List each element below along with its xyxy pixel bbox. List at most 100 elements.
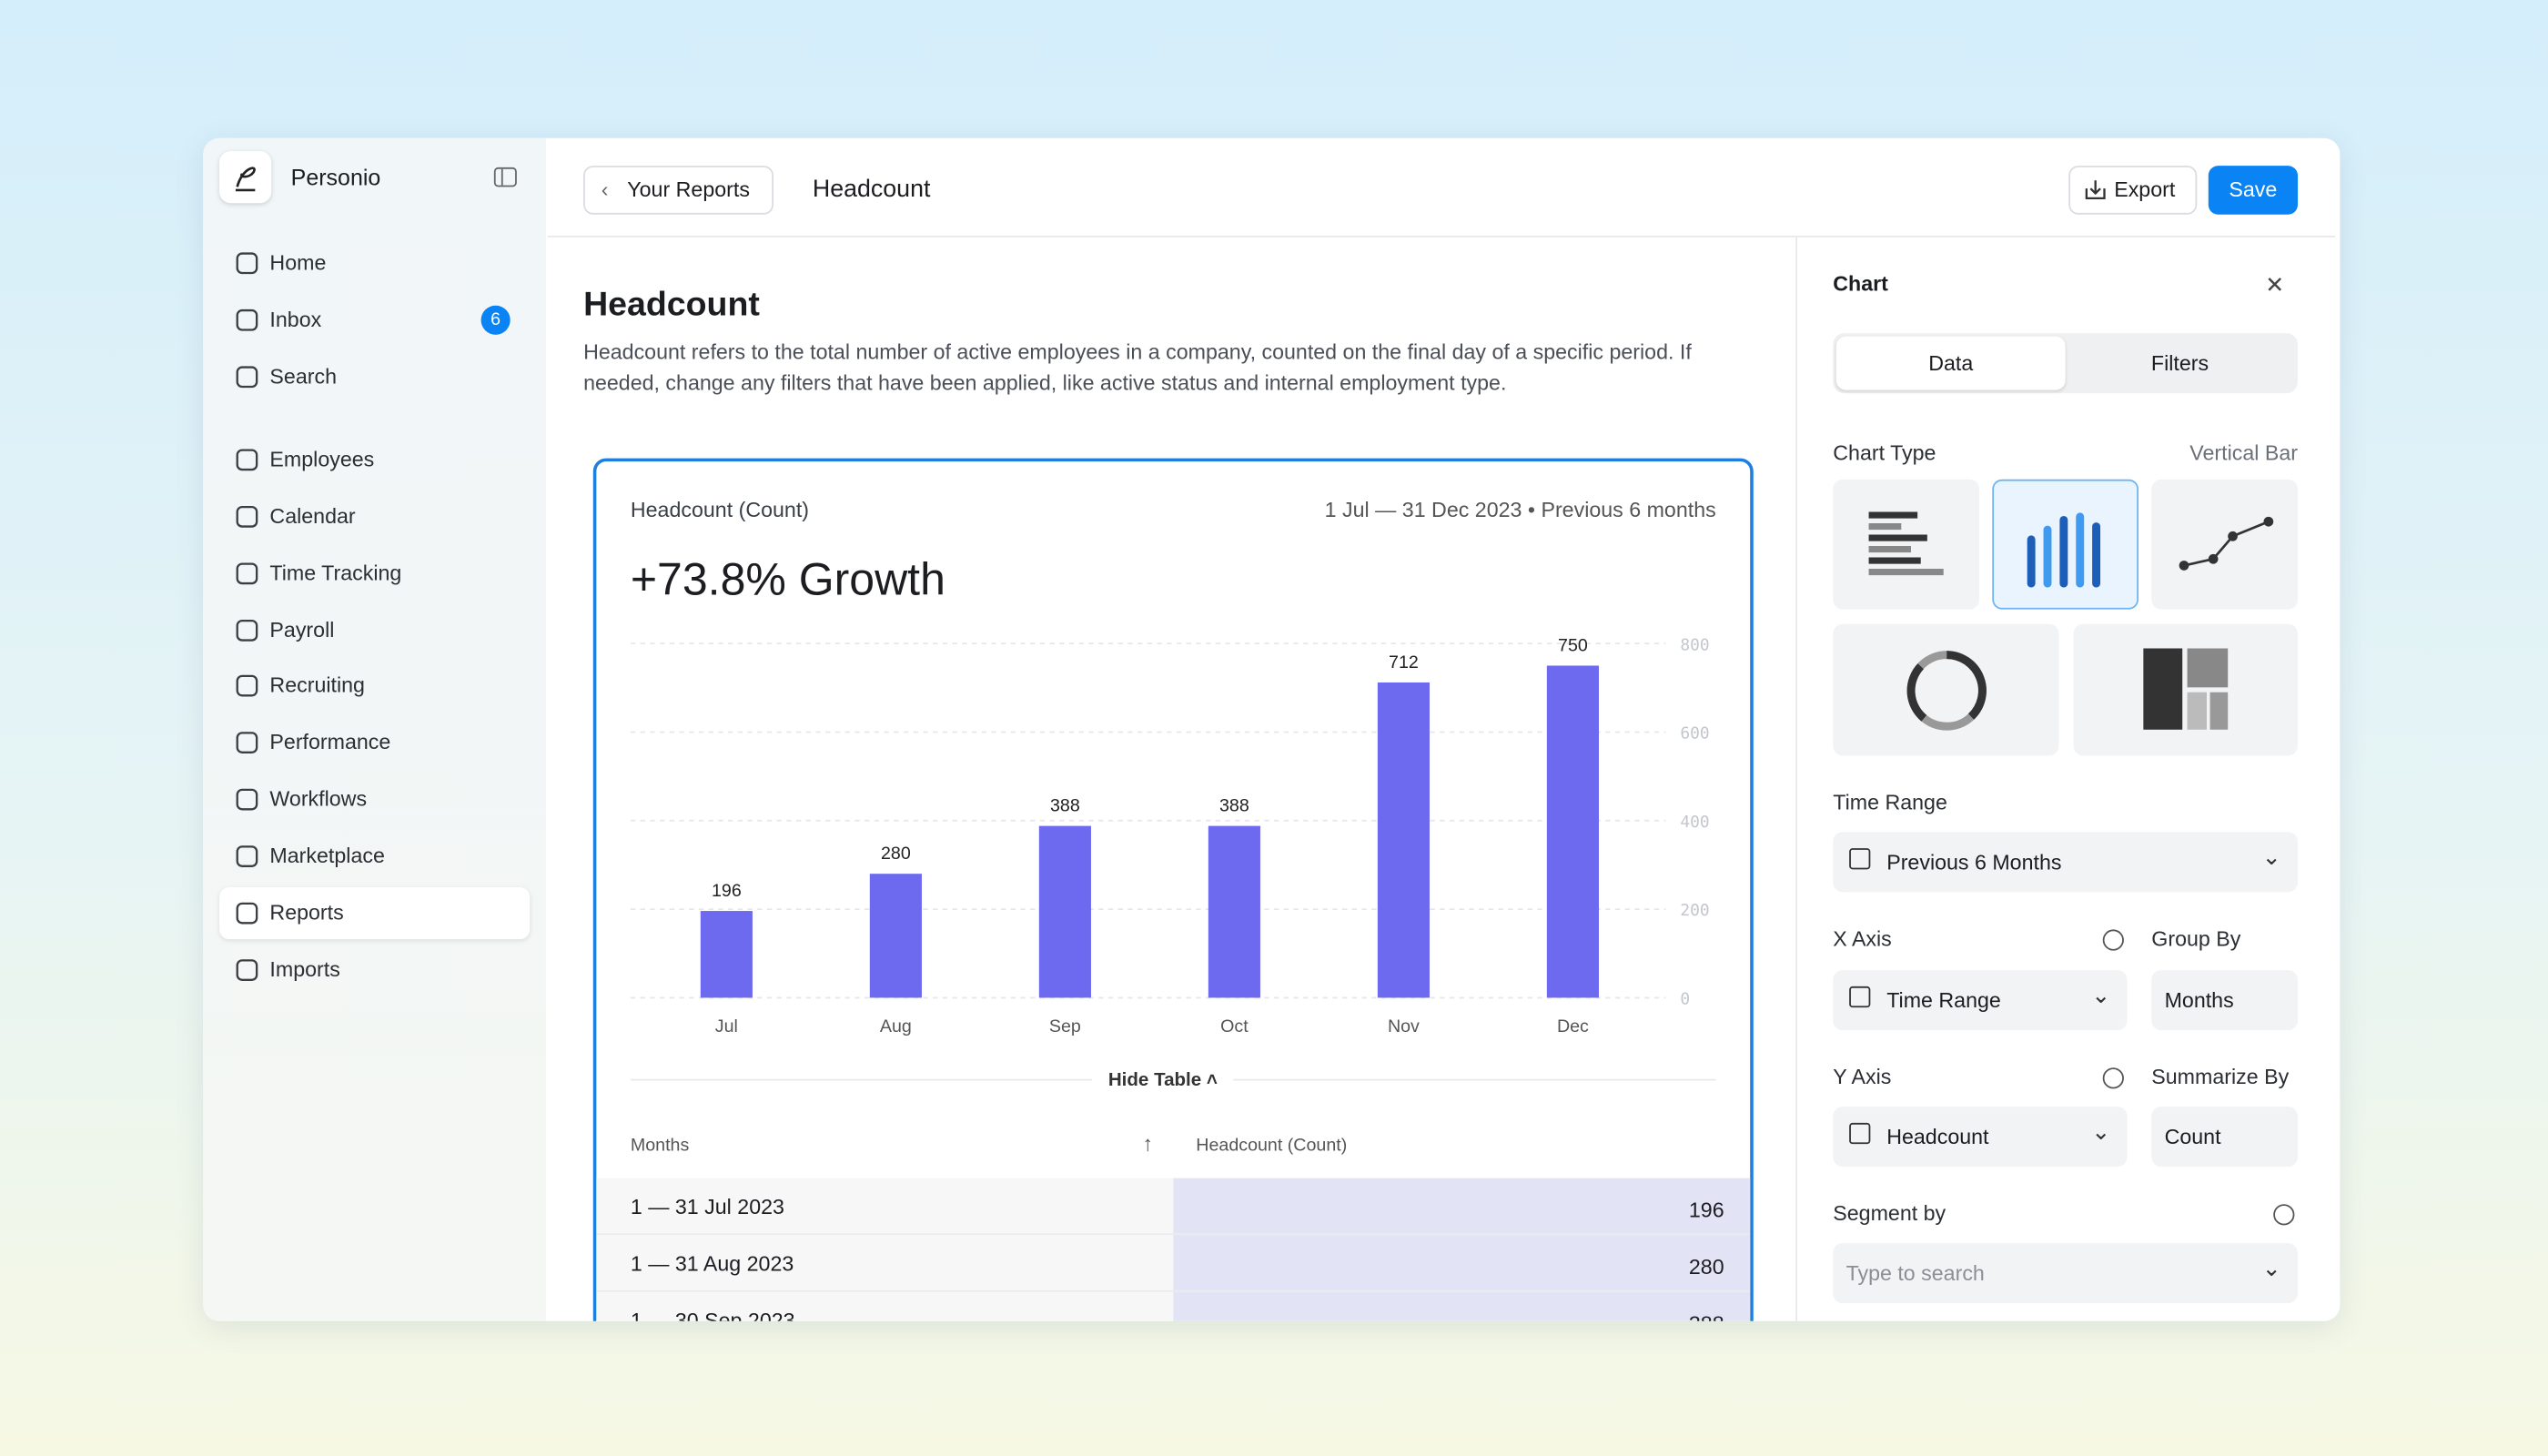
collapse-icon[interactable] bbox=[493, 167, 517, 187]
back-button[interactable]: ‹ Your Reports bbox=[583, 166, 774, 215]
field-value: Vertical Bar bbox=[2189, 440, 2298, 465]
chart-subtitle: 1 Jul — 31 Dec 2023 • Previous 6 months bbox=[1324, 497, 1716, 522]
nav-label: Payroll bbox=[269, 617, 335, 642]
tab-label: Data bbox=[1928, 350, 1974, 376]
summarize-dropdown[interactable]: Count bbox=[2151, 1107, 2298, 1168]
group-by-dropdown[interactable]: Months bbox=[2151, 970, 2298, 1031]
nav-item[interactable]: Reports bbox=[219, 886, 531, 940]
bar-value-label: 388 bbox=[1219, 796, 1249, 816]
segment-dropdown[interactable]: Type to search ⌄ bbox=[1833, 1243, 2298, 1304]
y-tick-label: 0 bbox=[1680, 990, 1690, 1009]
nav-item[interactable]: Workflows bbox=[219, 774, 530, 825]
report-description: Headcount refers to the total number of … bbox=[583, 339, 1692, 395]
nav-item[interactable]: Payroll bbox=[219, 604, 530, 656]
nav-item[interactable]: Marketplace bbox=[219, 830, 530, 882]
bar bbox=[869, 874, 922, 998]
field-label: Summarize By bbox=[2151, 1064, 2290, 1089]
table-cell-bg bbox=[596, 1291, 1174, 1321]
nav-icon bbox=[236, 845, 258, 867]
nav-icon bbox=[236, 619, 258, 642]
nav-item[interactable]: Time Tracking bbox=[219, 548, 530, 600]
chart-type-tile[interactable] bbox=[2073, 623, 2298, 756]
chart-type-tile[interactable] bbox=[2151, 479, 2298, 610]
save-label: Save bbox=[2229, 177, 2278, 202]
chart-type-tile-selected[interactable] bbox=[1992, 479, 2138, 610]
info-icon[interactable] bbox=[2102, 929, 2124, 951]
sort-icon[interactable]: ↑ bbox=[1142, 1130, 1153, 1156]
nav-label: Home bbox=[269, 249, 327, 275]
tab-active[interactable]: Data bbox=[1835, 336, 2066, 390]
table-cell: 1 — 31 Aug 2023 bbox=[630, 1250, 794, 1276]
dropdown-value: Time Range bbox=[1886, 987, 2001, 1013]
y-tick-label: 800 bbox=[1680, 635, 1709, 654]
export-button[interactable]: Export bbox=[2068, 166, 2198, 215]
chart-card: Headcount (Count) 1 Jul — 31 Dec 2023 • … bbox=[592, 458, 1754, 1321]
field-label: Time Range bbox=[1833, 789, 1947, 814]
dropdown-value: Months bbox=[2164, 987, 2234, 1013]
bar-value-label: 750 bbox=[1558, 635, 1588, 655]
table-cell: 280 bbox=[1688, 1254, 1724, 1279]
page-title: Headcount bbox=[812, 175, 931, 204]
nav-item[interactable]: Inbox 6 bbox=[219, 294, 530, 346]
logo bbox=[219, 151, 272, 204]
panel-divider bbox=[1795, 237, 1797, 1321]
nav-icon bbox=[236, 505, 258, 528]
close-icon[interactable]: ✕ bbox=[2265, 271, 2285, 298]
nav-item[interactable]: Performance bbox=[219, 716, 530, 768]
table-toggle[interactable]: Hide Table ˄ bbox=[1091, 1067, 1234, 1094]
chart-type-tile[interactable] bbox=[1833, 623, 2059, 756]
logo-glyph bbox=[235, 167, 256, 192]
table-cell: 1 — 31 Jul 2023 bbox=[630, 1194, 784, 1219]
nav-label: Search bbox=[269, 363, 338, 389]
nav-icon bbox=[236, 308, 258, 331]
nav-item[interactable]: Recruiting bbox=[219, 660, 530, 712]
nav-label: Inbox bbox=[269, 307, 322, 332]
y-axis-dropdown[interactable]: Headcount ⌄ bbox=[1833, 1107, 2128, 1168]
y-tick-label: 200 bbox=[1680, 901, 1709, 920]
nav-item[interactable]: Home bbox=[219, 238, 530, 289]
field-label: Segment by bbox=[1833, 1200, 1946, 1226]
nav-icon bbox=[236, 732, 258, 753]
x-axis-dropdown[interactable]: Time Range ⌄ bbox=[1833, 970, 2128, 1031]
tab-label[interactable]: Filters bbox=[2150, 350, 2209, 376]
bar bbox=[1377, 682, 1430, 998]
main: ‹ Your Reports Headcount Export Save Hea… bbox=[547, 141, 2336, 1321]
time-range-dropdown[interactable]: Previous 6 Months ⌄ bbox=[1833, 832, 2298, 893]
field-label: Group By bbox=[2151, 925, 2241, 951]
export-label: Export bbox=[2114, 177, 2176, 202]
chevron: ⌄ bbox=[2091, 981, 2111, 1008]
info-icon[interactable] bbox=[2102, 1067, 2124, 1089]
nav-icon bbox=[236, 959, 258, 981]
x-tick-label: Jul bbox=[715, 1016, 738, 1036]
chart-type-tile[interactable] bbox=[1833, 479, 1979, 610]
table-cell-bg bbox=[1173, 1178, 1751, 1234]
table-cell: 1 — 30 Sep 2023 bbox=[630, 1308, 795, 1321]
table-cell-bg bbox=[1173, 1291, 1751, 1321]
field-label: Y Axis bbox=[1833, 1064, 1892, 1089]
nav-badge: 6 bbox=[480, 305, 511, 335]
panel-title: Chart bbox=[1833, 271, 1888, 296]
nav-item[interactable]: Search bbox=[219, 351, 530, 403]
bar bbox=[1546, 665, 1599, 998]
nav-item[interactable]: Employees bbox=[219, 434, 530, 486]
info-icon[interactable] bbox=[2273, 1204, 2295, 1226]
nav-item[interactable]: Calendar bbox=[219, 490, 530, 542]
dropdown-icon bbox=[1849, 1122, 1871, 1145]
x-tick-label: Sep bbox=[1049, 1016, 1081, 1036]
bar bbox=[700, 911, 753, 998]
dropdown-icon bbox=[1849, 848, 1871, 870]
save-button[interactable]: Save bbox=[2208, 166, 2298, 215]
x-tick-label: Oct bbox=[1220, 1016, 1249, 1036]
chart-title: Headcount (Count) bbox=[630, 497, 810, 522]
nav-icon bbox=[236, 562, 258, 585]
nav-item[interactable]: Imports bbox=[219, 944, 530, 996]
nav-icon bbox=[236, 252, 258, 275]
nav-label: Marketplace bbox=[269, 843, 385, 868]
chevron: ⌄ bbox=[2261, 1254, 2281, 1281]
report-title: Headcount bbox=[583, 286, 760, 324]
tile-icon bbox=[1906, 651, 1987, 731]
nav-label: Performance bbox=[269, 729, 391, 754]
tile-icon bbox=[2143, 648, 2229, 730]
bar-value-label: 196 bbox=[712, 881, 742, 901]
